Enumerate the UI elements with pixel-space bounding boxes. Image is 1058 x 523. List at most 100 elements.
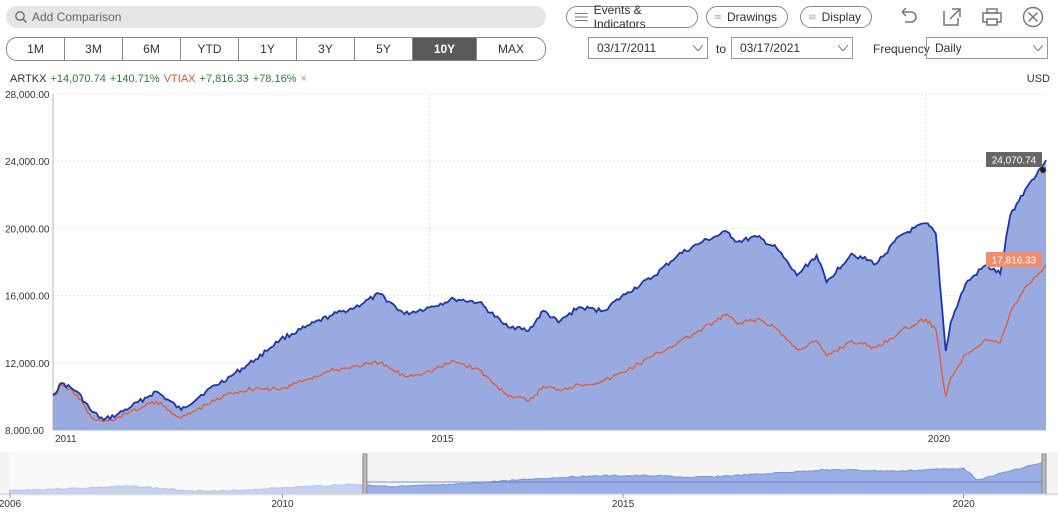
display-button[interactable]: Display <box>800 6 872 28</box>
remove-comparison-button[interactable]: × <box>300 73 307 85</box>
artkx-data-point <box>378 293 380 295</box>
artkx-data-point <box>279 338 281 340</box>
navigator-tick-label: 2015 <box>612 499 635 510</box>
artkx-data-point <box>180 409 182 411</box>
vtiax-data-point <box>756 318 758 320</box>
vtiax-data-point <box>999 341 1001 343</box>
from-date-value: 03/17/2011 <box>597 41 657 55</box>
range-6m[interactable]: 6M <box>123 38 181 60</box>
vtiax-data-point <box>964 353 966 355</box>
artkx-last-value: 24,070.74 <box>992 156 1037 167</box>
artkx-data-point <box>403 313 405 315</box>
artkx-data-point <box>230 375 232 377</box>
artkx-data-point <box>130 405 132 407</box>
vtiax-data-point <box>205 404 207 406</box>
price-chart[interactable]: 8,000.00 12,000.00 16,000.00 20,000.00 24,00… <box>0 88 1058 458</box>
search-input[interactable] <box>32 10 512 24</box>
vtiax-data-point <box>155 400 157 402</box>
artkx-data-point <box>527 330 529 332</box>
artkx-data-point <box>964 283 966 285</box>
vtiax-data-point <box>652 355 654 357</box>
vtiax-data-point <box>796 348 798 350</box>
vtiax-last-value: 17,816.33 <box>992 256 1037 267</box>
vtiax-data-point <box>329 370 331 372</box>
artkx-data-point <box>329 315 331 317</box>
search-icon <box>15 11 27 23</box>
list-icon <box>575 12 588 22</box>
legend-s1-pct: +140.71% <box>109 73 160 85</box>
events-indicators-button[interactable]: Events & Indicators <box>566 3 698 31</box>
artkx-data-point <box>155 390 157 392</box>
print-icon[interactable] <box>980 6 1004 28</box>
artkx-data-point <box>676 254 678 256</box>
undo-icon[interactable] <box>896 6 920 28</box>
vtiax-data-point <box>527 400 529 402</box>
to-date-select[interactable]: 03/17/2021 <box>731 37 853 59</box>
artkx-data-point <box>949 321 951 323</box>
y-tick-label: 8,000.00 <box>5 426 44 437</box>
artkx-area <box>53 160 1046 430</box>
legend-s1-name: ARTKX <box>10 73 47 85</box>
artkx-data-point <box>850 252 852 254</box>
vtiax-data-point <box>875 346 877 348</box>
vtiax-data-point <box>949 377 951 379</box>
vtiax-data-point <box>102 420 104 422</box>
legend-s2-pct: +78.16% <box>252 73 297 85</box>
chevron-down-icon <box>1033 45 1043 51</box>
artkx-data-point <box>900 234 902 236</box>
artkx-data-point <box>701 241 703 243</box>
to-date-value: 03/17/2021 <box>740 41 801 55</box>
events-indicators-label: Events & Indicators <box>593 3 646 31</box>
from-date-select[interactable]: 03/17/2011 <box>588 37 708 59</box>
y-tick-label: 12,000.00 <box>5 359 50 370</box>
close-icon[interactable] <box>1021 6 1045 28</box>
range-3m[interactable]: 3M <box>65 38 123 60</box>
vtiax-data-point <box>825 355 827 357</box>
frequency-value: Daily <box>935 41 962 55</box>
vtiax-data-point <box>378 362 380 364</box>
display-label: Display <box>821 10 861 24</box>
y-tick-label: 16,000.00 <box>5 292 50 303</box>
navigator-tick-label: 2010 <box>271 499 294 510</box>
vtiax-data-point <box>354 365 356 367</box>
range-10y[interactable]: 10Y <box>413 38 477 60</box>
drawings-label: Drawings <box>726 10 777 24</box>
vtiax-data-point <box>736 323 738 325</box>
range-navigator[interactable]: 2006 2010 2015 2020 <box>0 452 1058 523</box>
chevron-down-icon <box>838 45 848 51</box>
navigator-right-handle[interactable] <box>1041 453 1047 495</box>
navigator-left-handle[interactable] <box>362 453 368 495</box>
range-1y[interactable]: 1Y <box>239 38 297 60</box>
artkx-data-point <box>627 291 629 293</box>
range-1m[interactable]: 1M <box>7 38 65 60</box>
vtiax-data-point <box>1045 264 1047 266</box>
add-comparison-search[interactable] <box>6 6 546 28</box>
artkx-data-point <box>796 274 798 276</box>
artkx-data-point <box>254 358 256 360</box>
vtiax-data-point <box>1024 286 1026 288</box>
artkx-data-point <box>1045 159 1047 161</box>
artkx-data-point <box>875 262 877 264</box>
range-max[interactable]: MAX <box>497 42 524 56</box>
artkx-data-point <box>736 241 738 243</box>
legend-s2-name: VTIAX <box>163 73 196 85</box>
vtiax-data-point <box>428 370 430 372</box>
vtiax-last-value-bg <box>986 252 1042 268</box>
artkx-data-point <box>652 276 654 278</box>
popout-icon[interactable] <box>940 6 964 28</box>
range-3y[interactable]: 3Y <box>297 38 355 60</box>
artkx-line <box>52 159 1047 422</box>
vtiax-data-point <box>935 328 937 330</box>
artkx-data-point <box>1009 214 1011 216</box>
range-ytd[interactable]: YTD <box>181 38 239 60</box>
drawings-button[interactable]: Drawings <box>706 6 788 28</box>
vtiax-data-point <box>230 392 232 394</box>
artkx-data-point <box>577 306 579 308</box>
currency-label: USD <box>1026 73 1050 85</box>
x-tick-label: 2020 <box>928 434 951 445</box>
artkx-data-point <box>557 321 559 323</box>
range-5y[interactable]: 5Y <box>355 38 413 60</box>
artkx-data-point <box>825 281 827 283</box>
artkx-data-point <box>925 222 927 224</box>
frequency-select[interactable]: Daily <box>926 37 1048 59</box>
